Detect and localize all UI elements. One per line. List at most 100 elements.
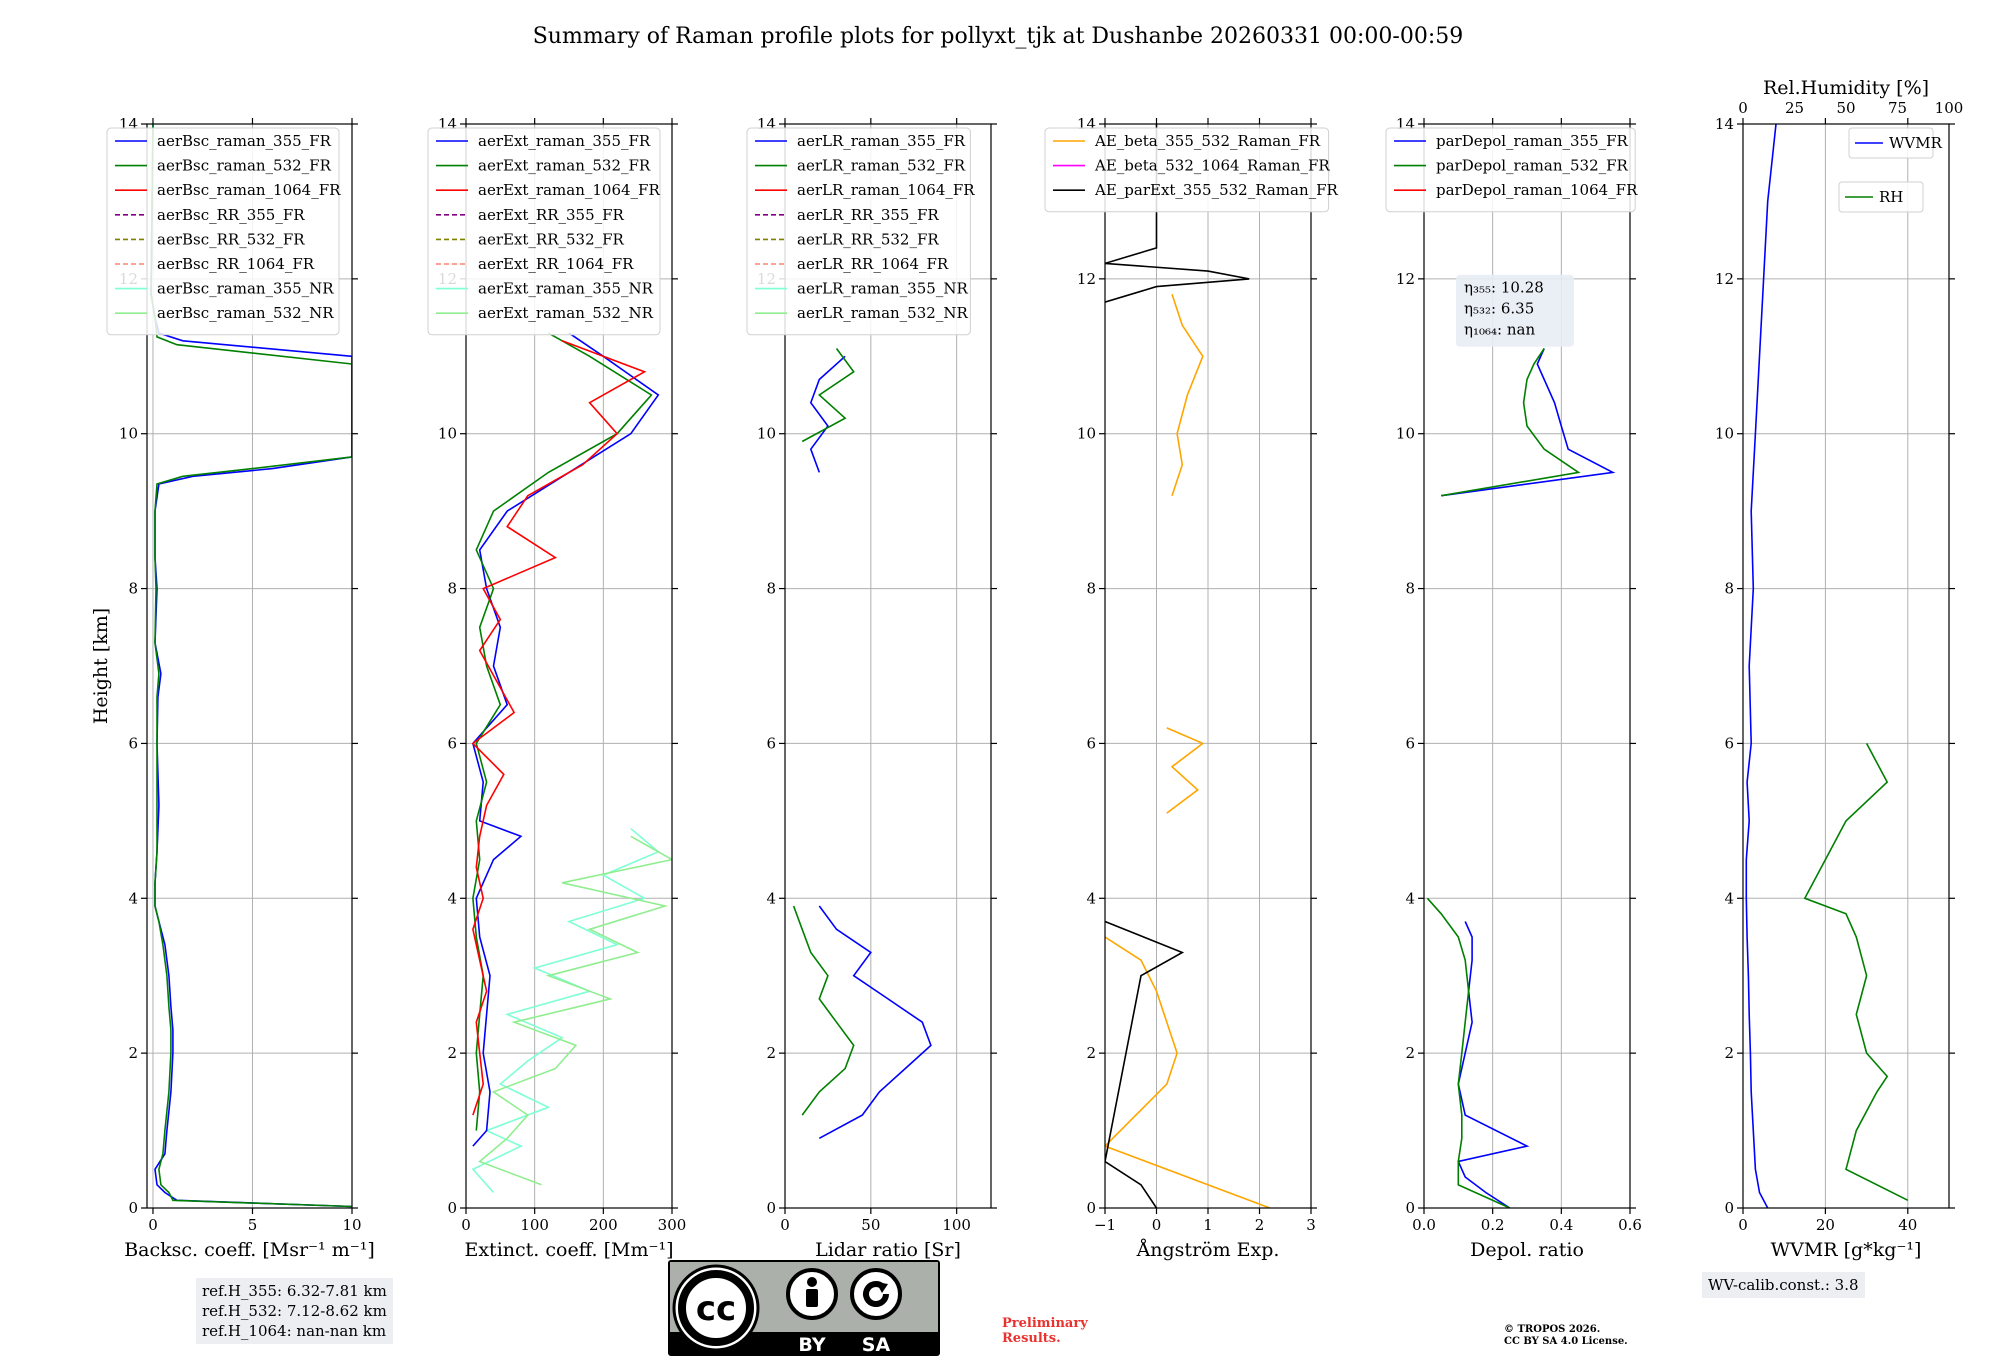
- top-x-axis-label: Rel.Humidity [%]: [1763, 77, 1929, 99]
- preliminary-line-2: Results.: [1002, 1331, 1061, 1346]
- eta-annotation-box: [1456, 274, 1574, 347]
- x-tick-label: 20: [1816, 1216, 1835, 1234]
- legend-entry: aerExt_RR_355_FR: [478, 206, 625, 224]
- by-person-head: [807, 1277, 817, 1287]
- y-tick-label: 6: [1405, 734, 1415, 752]
- y-tick-label: 6: [128, 734, 138, 752]
- top-x-tick-label: 50: [1836, 99, 1855, 117]
- figure-title: Summary of Raman profile plots for polly…: [533, 24, 1464, 49]
- legend-box: [427, 127, 661, 336]
- by-person-body: [806, 1289, 818, 1307]
- x-axis-label: Ångström Exp.: [1136, 1239, 1280, 1261]
- copyright-line-2: CC BY SA 4.0 License.: [1504, 1336, 1628, 1347]
- x-tick-label: 0: [780, 1216, 790, 1234]
- preliminary-label: Preliminary Results.: [1002, 1316, 1088, 1346]
- eta-annotation: η₃₅₅: 10.28: [1464, 279, 1544, 297]
- series-aerLR_raman_532_FR: [792, 905, 855, 1116]
- series-RH: [1803, 743, 1909, 1202]
- y-tick-label: 0: [1086, 1199, 1096, 1217]
- y-tick-label: 8: [1724, 580, 1734, 598]
- top-x-tick-label: 100: [1935, 99, 1964, 117]
- legend-entry: aerExt_raman_532_FR: [478, 157, 651, 175]
- eta-annotation: η₅₃₂: 6.35: [1464, 300, 1534, 318]
- y-tick-label: 8: [1405, 580, 1415, 598]
- eta-annotation: η₁₀₆₄: nan: [1464, 321, 1535, 339]
- x-tick-label: 100: [520, 1216, 549, 1234]
- series-aerLR_raman_355_FR_upper: [809, 355, 846, 473]
- legend-entry: aerBsc_raman_355_NR: [157, 280, 334, 298]
- cc-letters: cc: [696, 1289, 736, 1329]
- legend-entry: aerLR_raman_1064_FR: [797, 181, 975, 199]
- x-tick-label: 0: [148, 1216, 158, 1234]
- x-axis-label: Lidar ratio [Sr]: [815, 1239, 961, 1261]
- legend-entry: AE_beta_355_532_Raman_FR: [1094, 132, 1321, 150]
- cc-by-label: BY: [798, 1334, 825, 1356]
- axes-frame: [1423, 123, 1631, 1209]
- legend-entry: aerLR_raman_532_NR: [797, 304, 968, 322]
- y-tick-label: 4: [1086, 889, 1096, 907]
- panel-bsc: 024681012140510Backsc. coeff. [Msr⁻¹ m⁻¹…: [90, 115, 375, 1261]
- sa-arrowhead: [876, 1282, 888, 1293]
- y-tick-label: 8: [128, 580, 138, 598]
- legend-entry: aerExt_RR_532_FR: [478, 230, 625, 248]
- x-tick-label: 0.4: [1549, 1216, 1573, 1234]
- legend-entry: aerBsc_raman_532_NR: [157, 304, 334, 322]
- x-tick-label: 300: [658, 1216, 687, 1234]
- x-tick-label: 50: [861, 1216, 880, 1234]
- legend-box: [106, 127, 340, 336]
- legend-entry: aerExt_RR_1064_FR: [478, 255, 634, 273]
- x-tick-label: 0.0: [1412, 1216, 1436, 1234]
- legend-entry: aerLR_RR_532_FR: [797, 230, 939, 248]
- y-tick-label: 0: [766, 1199, 776, 1217]
- reference-height-box: ref.H_355: 6.32-7.81 km ref.H_532: 7.12-…: [196, 1278, 393, 1344]
- legend-wv: WVMR RH: [1838, 127, 1943, 213]
- ref-height-532: ref.H_532: 7.12-8.62 km: [202, 1302, 387, 1320]
- y-tick-label: 0: [1405, 1199, 1415, 1217]
- panel-ext: 024681012140100200300Extinct. coeff. [Mm…: [427, 115, 687, 1261]
- legend-box: [1385, 127, 1636, 213]
- x-tick-label: 10: [342, 1216, 361, 1234]
- y-tick-label: 0: [128, 1199, 138, 1217]
- legend-entry: aerExt_raman_355_NR: [478, 280, 654, 298]
- axes-frame: [1742, 123, 1950, 1209]
- series-AE_parExt_355_532_Raman_FR_b: [1105, 124, 1250, 303]
- legend-entry: aerLR_RR_1064_FR: [797, 255, 949, 273]
- series-AE_beta_355_532_Raman_FR_b: [1166, 727, 1205, 814]
- series-AE_beta_355_532_Raman_FR: [1105, 936, 1271, 1208]
- series-aerExt_raman_532_NR: [478, 835, 672, 1186]
- series-parDepol_raman_532_FR: [1426, 897, 1511, 1208]
- y-tick-label: 6: [1086, 734, 1096, 752]
- legend-ae: AE_beta_355_532_Raman_FR AE_beta_532_1064…: [1044, 127, 1339, 213]
- legend-box: [1044, 127, 1330, 213]
- x-tick-label: 1: [1203, 1216, 1213, 1234]
- x-axis-label: Extinct. coeff. [Mm⁻¹]: [464, 1239, 673, 1261]
- legend-entry: AE_beta_532_1064_Raman_FR: [1094, 157, 1330, 175]
- legend-entry: aerLR_raman_355_NR: [797, 280, 968, 298]
- x-tick-label: 100: [942, 1216, 971, 1234]
- y-tick-label: 4: [128, 889, 138, 907]
- y-tick-label: 8: [447, 580, 457, 598]
- wv-calib-text: WV-calib.const.: 3.8: [1708, 1276, 1859, 1294]
- sa-icon: [850, 1268, 902, 1320]
- legend-entry: parDepol_raman_532_FR: [1436, 157, 1629, 175]
- top-x-tick-label: 75: [1888, 99, 1907, 117]
- legend-entry: aerBsc_raman_355_FR: [157, 132, 332, 150]
- legend-entry: RH: [1879, 188, 1903, 206]
- copyright-line-1: © TROPOS 2026.: [1504, 1324, 1601, 1335]
- series-group-ext: [471, 332, 672, 1194]
- series-aerExt_raman_1064_FR: [471, 340, 647, 1116]
- y-tick-label: 2: [128, 1044, 138, 1062]
- series-parDepol_raman_355_FR_cirrus: [1441, 348, 1616, 497]
- y-tick-label: 2: [766, 1044, 776, 1062]
- legend-entry: aerExt_raman_355_FR: [478, 132, 651, 150]
- legend-entry: WVMR: [1889, 134, 1943, 152]
- y-tick-label: 2: [1724, 1044, 1734, 1062]
- x-tick-label: 0.2: [1481, 1216, 1505, 1234]
- legend-entry: aerLR_RR_355_FR: [797, 206, 939, 224]
- y-tick-label: 8: [766, 580, 776, 598]
- x-tick-label: −1: [1094, 1216, 1116, 1234]
- y-tick-label: 12: [1077, 270, 1096, 288]
- x-tick-label: 200: [589, 1216, 618, 1234]
- copyright-note: © TROPOS 2026. CC BY SA 4.0 License.: [1504, 1324, 1628, 1348]
